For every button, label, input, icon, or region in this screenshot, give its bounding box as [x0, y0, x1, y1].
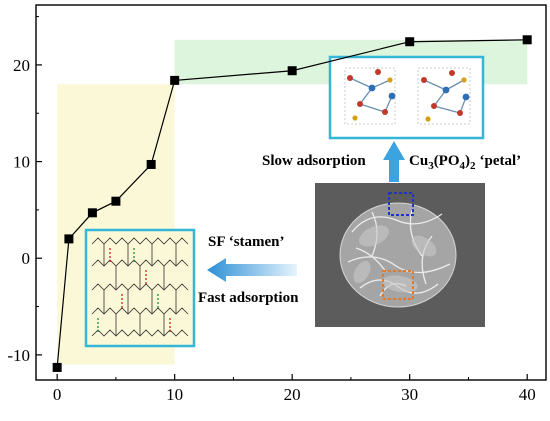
x-tick-label: 10: [166, 385, 183, 404]
data-point-marker: [170, 75, 180, 85]
data-point-marker: [146, 159, 156, 169]
x-tick-label: 20: [284, 385, 301, 404]
y-tick-label: 10: [13, 153, 30, 172]
data-point-marker: [111, 196, 121, 206]
y-tick-label: 20: [13, 56, 30, 75]
crystal-unit-cell-left: [344, 67, 396, 125]
data-point-marker: [87, 208, 97, 218]
slow-adsorption-arrow: [383, 141, 405, 182]
data-point-marker: [405, 37, 415, 47]
crystal-inset-frame: [328, 55, 485, 140]
x-tick-label: 30: [401, 385, 418, 404]
petal-highlight-box: [388, 192, 414, 216]
y-tick-label: 0: [22, 249, 31, 268]
slow-adsorption-label: Slow adsorption: [262, 153, 366, 169]
x-tick-label: 40: [519, 385, 536, 404]
sem-flower-image: [315, 183, 485, 327]
fast-adsorption-arrow: [207, 258, 297, 282]
molecular-structure-inset: [84, 228, 196, 348]
fast-adsorption-label: Fast adsorption: [198, 290, 299, 306]
data-point-marker: [52, 362, 62, 372]
series-group: [52, 35, 532, 372]
axis-ticks: [36, 16, 528, 380]
data-point-marker: [287, 66, 297, 76]
axis-tick-labels: 0 10 20 30 40 -10 0 10 20: [7, 56, 535, 404]
crystal-unit-cell-right: [417, 67, 471, 125]
stamen-highlight-box: [382, 270, 414, 300]
x-tick-label: 0: [53, 385, 62, 404]
plot-frame: [35, 4, 547, 381]
y-tick-label: -10: [7, 346, 30, 365]
cu-phosphate-petal-label: Cu3(PO4)2 ‘petal’: [409, 153, 521, 172]
data-point-marker: [522, 35, 532, 45]
data-point-marker: [64, 234, 74, 244]
crystal-structure-inset: [328, 55, 485, 140]
sf-stamen-label: SF ‘stamen’: [208, 234, 285, 250]
